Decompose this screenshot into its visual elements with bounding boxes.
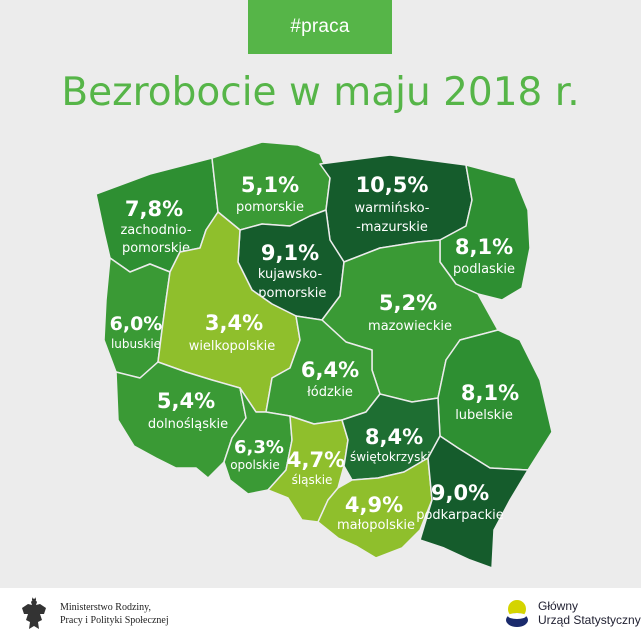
ministry-logo-block: Ministerstwo Rodziny, Pracy i Polityki S… — [20, 596, 169, 632]
region-value: 4,9% — [345, 493, 403, 517]
region-name: podlaskie — [453, 262, 515, 277]
region-value: 6,3% — [234, 437, 284, 458]
region-slaskie[interactable]: 4,7% śląskie — [267, 415, 349, 523]
region-lubelskie[interactable]: 8,1% lubelskie — [437, 329, 553, 471]
region-name: kujawsko- — [258, 267, 323, 282]
region-name: lubuskie — [111, 337, 161, 351]
region-name: pomorskie — [236, 200, 304, 215]
ministry-name-line1: Ministerstwo Rodziny, — [60, 602, 152, 613]
region-name: warmińsko- — [355, 201, 430, 216]
region-podkarpackie[interactable]: 9,0% podkarpackie — [416, 435, 529, 569]
region-kujawsko-pomorskie[interactable]: 9,1% kujawsko- -pomorskie — [237, 209, 345, 321]
region-value: 8,4% — [365, 425, 423, 449]
region-shape — [419, 435, 529, 569]
region-value: 8,1% — [461, 381, 519, 405]
region-name: opolskie — [230, 458, 280, 472]
region-value: 5,1% — [241, 173, 299, 197]
region-value: 5,2% — [379, 291, 437, 315]
footer-bar — [0, 588, 641, 641]
gus-logo-block: Główny Urząd Statystyczny — [504, 598, 641, 628]
gus-name-line2: Urząd Statystyczny — [538, 613, 641, 627]
region-pomorskie[interactable]: 5,1% pomorskie — [211, 141, 331, 231]
page-title: Bezrobocie w maju 2018 r. — [61, 70, 580, 115]
region-name: lubelskie — [455, 408, 513, 423]
region-lodzkie[interactable]: 6,4% łódzkie — [265, 315, 381, 425]
region-name: świętokrzyskie — [350, 450, 438, 464]
region-name: pomorskie — [122, 241, 190, 256]
region-value: 6,4% — [301, 358, 359, 382]
region-dolnoslaskie[interactable]: 5,4% dolnośląskie — [115, 361, 247, 479]
region-malopolskie[interactable]: 4,9% małopolskie — [317, 457, 433, 559]
region-lubuskie[interactable]: 6,0% lubuskie — [103, 257, 171, 379]
region-name: mazowieckie — [368, 319, 452, 334]
gus-name-line1: Główny — [538, 599, 579, 613]
region-value: 9,0% — [431, 481, 489, 505]
region-value: 3,4% — [205, 311, 263, 335]
region-podlaskie[interactable]: 8,1% podlaskie — [439, 164, 531, 301]
region-name: śląskie — [292, 473, 333, 487]
region-value: 5,4% — [157, 389, 215, 413]
gus-logo-icon — [506, 600, 528, 627]
region-shape — [317, 457, 433, 559]
praca-hashtag-badge: #praca — [248, 0, 392, 54]
region-opolskie[interactable]: 6,3% opolskie — [223, 387, 293, 495]
region-name: -pomorskie — [254, 286, 327, 301]
region-swietokrzyskie[interactable]: 8,4% świętokrzyskie — [341, 393, 441, 481]
region-value: 8,1% — [455, 235, 513, 259]
region-wielkopolskie[interactable]: 3,4% wielkopolskie — [157, 211, 301, 413]
region-name: -mazurskie — [356, 220, 428, 235]
polish-eagle-emblem-icon — [22, 597, 46, 629]
region-value: 9,1% — [261, 241, 319, 265]
region-value: 4,7% — [287, 448, 345, 472]
region-name: małopolskie — [337, 518, 415, 533]
region-name: zachodnio- — [120, 223, 191, 238]
region-name: łódzkie — [307, 385, 353, 400]
region-name: wielkopolskie — [189, 339, 276, 354]
region-value: 6,0% — [110, 313, 163, 335]
region-value: 10,5% — [356, 173, 429, 197]
region-name: dolnośląskie — [148, 417, 228, 432]
region-value: 7,8% — [125, 197, 183, 221]
region-name: podkarpackie — [416, 508, 504, 523]
ministry-name-line2: Pracy i Polityki Społecznej — [60, 615, 169, 626]
